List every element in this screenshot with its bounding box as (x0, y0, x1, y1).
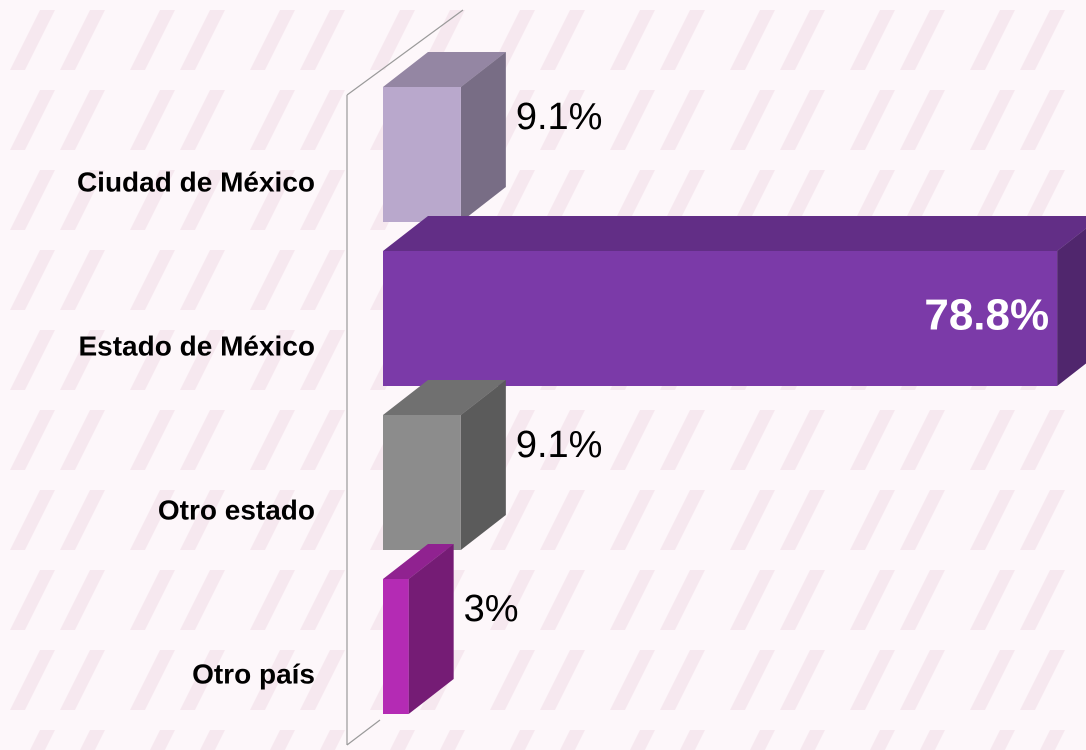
bar-side (460, 52, 506, 222)
back-wall (346, 9, 464, 746)
value-label: 3% (464, 588, 519, 630)
category-label: Otro país (192, 658, 315, 689)
bar-top (383, 544, 454, 579)
value-label: 78.8% (924, 291, 1049, 340)
bar-side (1057, 228, 1086, 386)
bar (383, 251, 1058, 386)
bar (383, 579, 409, 714)
bar-side (408, 544, 454, 714)
bar-top (383, 216, 1086, 251)
category-label: Ciudad de México (77, 166, 315, 197)
value-label: 9.1% (516, 424, 603, 466)
bar (383, 415, 461, 550)
bar-top (383, 52, 506, 87)
bar (383, 87, 461, 222)
bar-top (383, 380, 506, 415)
bar-side (460, 380, 506, 550)
value-label: 9.1% (516, 96, 603, 138)
category-label: Estado de México (78, 330, 315, 361)
category-label: Otro estado (158, 494, 315, 525)
